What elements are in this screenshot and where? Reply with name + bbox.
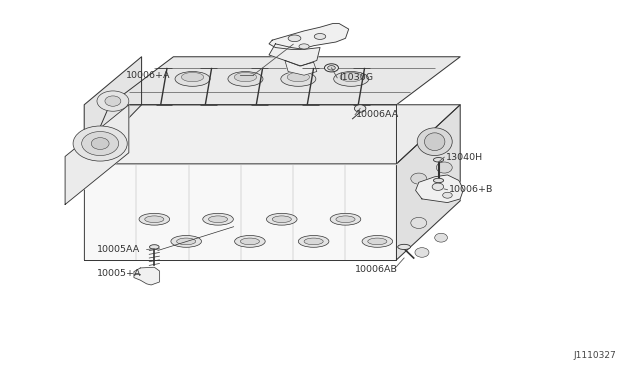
Text: 13040H: 13040H — [446, 153, 483, 162]
Ellipse shape — [97, 91, 129, 111]
Ellipse shape — [397, 244, 410, 250]
Ellipse shape — [281, 71, 316, 86]
Polygon shape — [84, 164, 396, 260]
Ellipse shape — [411, 173, 427, 184]
Ellipse shape — [433, 158, 444, 162]
Ellipse shape — [436, 162, 452, 173]
Ellipse shape — [266, 213, 297, 225]
Ellipse shape — [299, 44, 309, 49]
Ellipse shape — [92, 138, 109, 150]
Ellipse shape — [328, 65, 335, 70]
Polygon shape — [84, 57, 141, 164]
Polygon shape — [415, 175, 463, 203]
Ellipse shape — [333, 71, 369, 86]
Ellipse shape — [304, 238, 323, 245]
Ellipse shape — [177, 238, 196, 245]
Ellipse shape — [288, 35, 301, 42]
Ellipse shape — [235, 235, 265, 247]
Ellipse shape — [298, 235, 329, 247]
Ellipse shape — [433, 178, 444, 183]
Text: 10005AA: 10005AA — [97, 245, 140, 254]
Text: J1110327: J1110327 — [573, 350, 616, 360]
Ellipse shape — [175, 71, 210, 86]
Ellipse shape — [324, 64, 339, 72]
Ellipse shape — [272, 216, 291, 222]
Ellipse shape — [415, 248, 429, 257]
Ellipse shape — [150, 245, 159, 249]
Ellipse shape — [411, 217, 427, 228]
Ellipse shape — [314, 33, 326, 39]
Text: 10006AB: 10006AB — [355, 264, 398, 273]
Polygon shape — [396, 105, 460, 260]
Ellipse shape — [336, 216, 355, 222]
Ellipse shape — [171, 235, 202, 247]
Ellipse shape — [82, 132, 118, 155]
Polygon shape — [109, 57, 460, 105]
Ellipse shape — [424, 133, 445, 151]
Ellipse shape — [435, 233, 447, 242]
Ellipse shape — [355, 105, 366, 112]
Ellipse shape — [362, 235, 393, 247]
Ellipse shape — [139, 213, 170, 225]
Ellipse shape — [145, 216, 164, 222]
Ellipse shape — [443, 192, 452, 198]
Polygon shape — [269, 44, 320, 66]
Polygon shape — [65, 105, 129, 205]
Text: 10006AA: 10006AA — [356, 110, 399, 119]
Ellipse shape — [427, 188, 443, 199]
Ellipse shape — [287, 73, 310, 82]
Ellipse shape — [234, 73, 257, 82]
Ellipse shape — [417, 128, 452, 155]
Ellipse shape — [73, 126, 127, 161]
Ellipse shape — [105, 96, 121, 106]
Ellipse shape — [209, 216, 228, 222]
Ellipse shape — [228, 71, 263, 86]
Text: 10006+A: 10006+A — [125, 71, 170, 80]
Ellipse shape — [203, 213, 234, 225]
Ellipse shape — [181, 73, 204, 82]
Polygon shape — [285, 61, 317, 75]
Polygon shape — [269, 23, 349, 49]
Polygon shape — [84, 105, 460, 164]
Ellipse shape — [241, 238, 259, 245]
Polygon shape — [134, 267, 159, 285]
Ellipse shape — [340, 73, 362, 82]
Ellipse shape — [432, 183, 444, 190]
Text: l1030G: l1030G — [339, 73, 373, 82]
Text: 10006+B: 10006+B — [449, 185, 493, 194]
Ellipse shape — [330, 213, 361, 225]
Ellipse shape — [368, 238, 387, 245]
Text: 10005+A: 10005+A — [97, 269, 141, 278]
Polygon shape — [84, 105, 396, 164]
